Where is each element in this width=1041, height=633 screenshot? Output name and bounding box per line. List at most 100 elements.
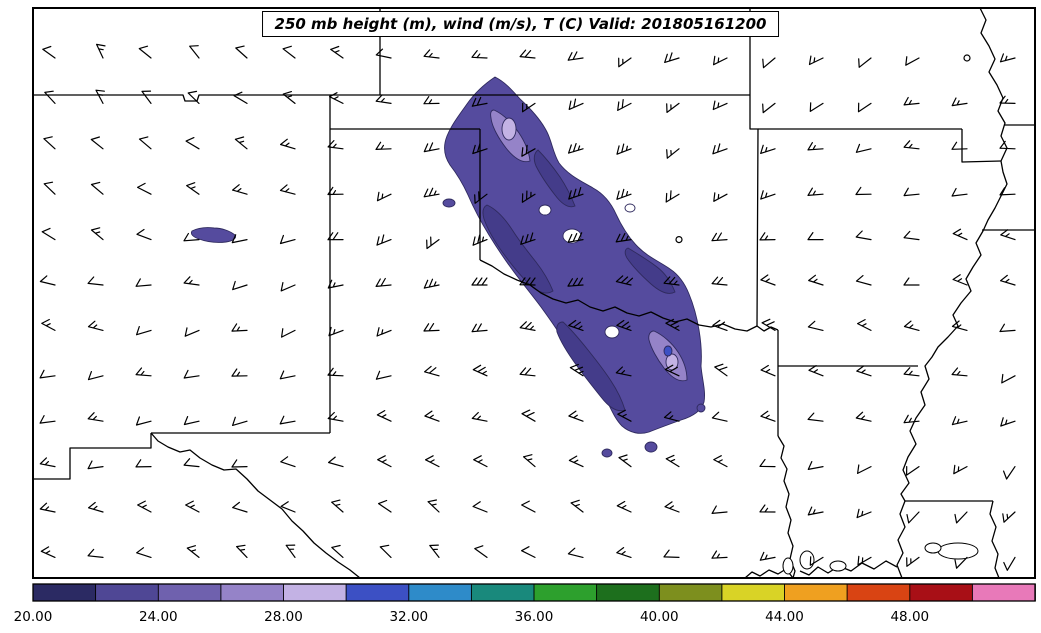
wind-barb: [280, 282, 296, 292]
wind-barb: [759, 504, 776, 513]
wind-barb: [760, 144, 776, 154]
wind-barb: [807, 320, 824, 331]
wind-barb: [42, 45, 56, 59]
wind-barb: [375, 277, 392, 287]
wind-barb: [568, 410, 584, 422]
colorbar-segment-4: [283, 583, 347, 602]
wind-barb: [664, 52, 680, 63]
wind-barb: [327, 140, 344, 150]
wind-barb: [1000, 417, 1016, 427]
wind-barb: [712, 100, 728, 111]
lake-outline: [829, 560, 847, 572]
wind-barb: [427, 499, 440, 513]
wind-barb: [952, 274, 968, 286]
wind-barb: [903, 187, 920, 197]
wind-barb: [568, 319, 584, 331]
wind-barb: [39, 369, 56, 379]
wind-barb: [90, 136, 104, 150]
wind-barb: [87, 460, 104, 470]
wind-barb: [807, 142, 824, 151]
contour-region-22-26: [644, 441, 658, 453]
wind-barb: [712, 143, 728, 155]
wind-barb: [615, 366, 632, 377]
lake-outline: [799, 550, 815, 570]
wind-barb: [953, 464, 968, 475]
wind-barb: [857, 102, 872, 113]
colorbar-tick-label: 48.00: [890, 609, 929, 625]
wind-barb: [423, 49, 440, 59]
wind-barb: [855, 230, 872, 241]
colorbar: 20.00 24.00 28.00 32.00 36.00 40.00 44.00 48.00: [14, 583, 1036, 625]
wind-barb: [138, 45, 152, 59]
wind-barb: [232, 416, 248, 426]
wind-barb: [186, 545, 200, 558]
colorbar-segment-1: [95, 583, 160, 602]
wind-barb: [520, 232, 536, 245]
colorbar-segment-11: [721, 583, 786, 602]
wind-barb: [231, 459, 248, 468]
wind-barb: [472, 234, 488, 246]
colorbar-segment-15: [971, 583, 1036, 602]
wind-barb: [616, 143, 632, 155]
wind-barb: [903, 320, 920, 331]
wind-barb: [231, 323, 248, 332]
wind-barb: [87, 276, 104, 286]
wind-barb: [951, 416, 968, 426]
contour-region-28-30: [501, 117, 517, 141]
contour-region-22-26: [696, 403, 706, 413]
colorbar-segment-13: [846, 583, 911, 602]
wind-barb: [567, 277, 584, 287]
wind-barb: [951, 187, 968, 197]
wind-barb: [808, 55, 824, 66]
wind-barb: [471, 411, 488, 422]
wind-barb: [664, 501, 680, 513]
wind-barb: [39, 275, 56, 286]
wind-barb: [616, 547, 632, 558]
wind-barb: [903, 277, 920, 286]
calm-wind-marker: [963, 54, 971, 62]
wind-barb: [473, 455, 488, 468]
wind-barb: [999, 53, 1016, 63]
wind-barb: [759, 458, 776, 468]
wind-barb: [87, 320, 104, 331]
wind-barb: [379, 544, 392, 558]
wind-barb: [711, 505, 728, 514]
wind-barb: [39, 502, 56, 513]
wind-barb: [663, 411, 680, 422]
wind-barb: [187, 90, 200, 104]
wind-barb: [232, 184, 248, 195]
wind-barb: [138, 136, 152, 150]
wind-barb: [376, 191, 392, 202]
wind-barb: [519, 367, 536, 377]
wind-barb: [472, 364, 488, 377]
wind-barb: [375, 370, 392, 380]
wind-barb: [328, 456, 344, 468]
wind-barb: [905, 56, 920, 66]
colorbar-segment-8: [533, 583, 598, 602]
wind-barb: [327, 232, 344, 241]
wind-barb: [713, 455, 728, 468]
wind-barb: [231, 368, 248, 377]
wind-barb: [87, 412, 104, 422]
contour-region-hole: [562, 228, 582, 244]
wind-barb: [235, 45, 248, 59]
wind-barb: [376, 327, 392, 337]
wind-barb: [279, 234, 296, 245]
wind-barb: [39, 457, 56, 468]
wind-barb: [762, 102, 776, 114]
wind-barb: [426, 236, 440, 250]
wind-barb: [521, 409, 536, 422]
wind-barb: [424, 365, 440, 377]
wind-barb: [616, 319, 632, 331]
wind-barb: [330, 45, 344, 59]
wind-barb: [327, 279, 344, 289]
wind-barb: [280, 138, 296, 150]
wind-barb: [41, 227, 56, 241]
state-borders: [33, 8, 1035, 578]
calm-wind-marker: [675, 236, 683, 244]
wind-barb: [327, 411, 344, 422]
wind-barb: [760, 410, 776, 422]
wind-barb: [375, 48, 392, 59]
